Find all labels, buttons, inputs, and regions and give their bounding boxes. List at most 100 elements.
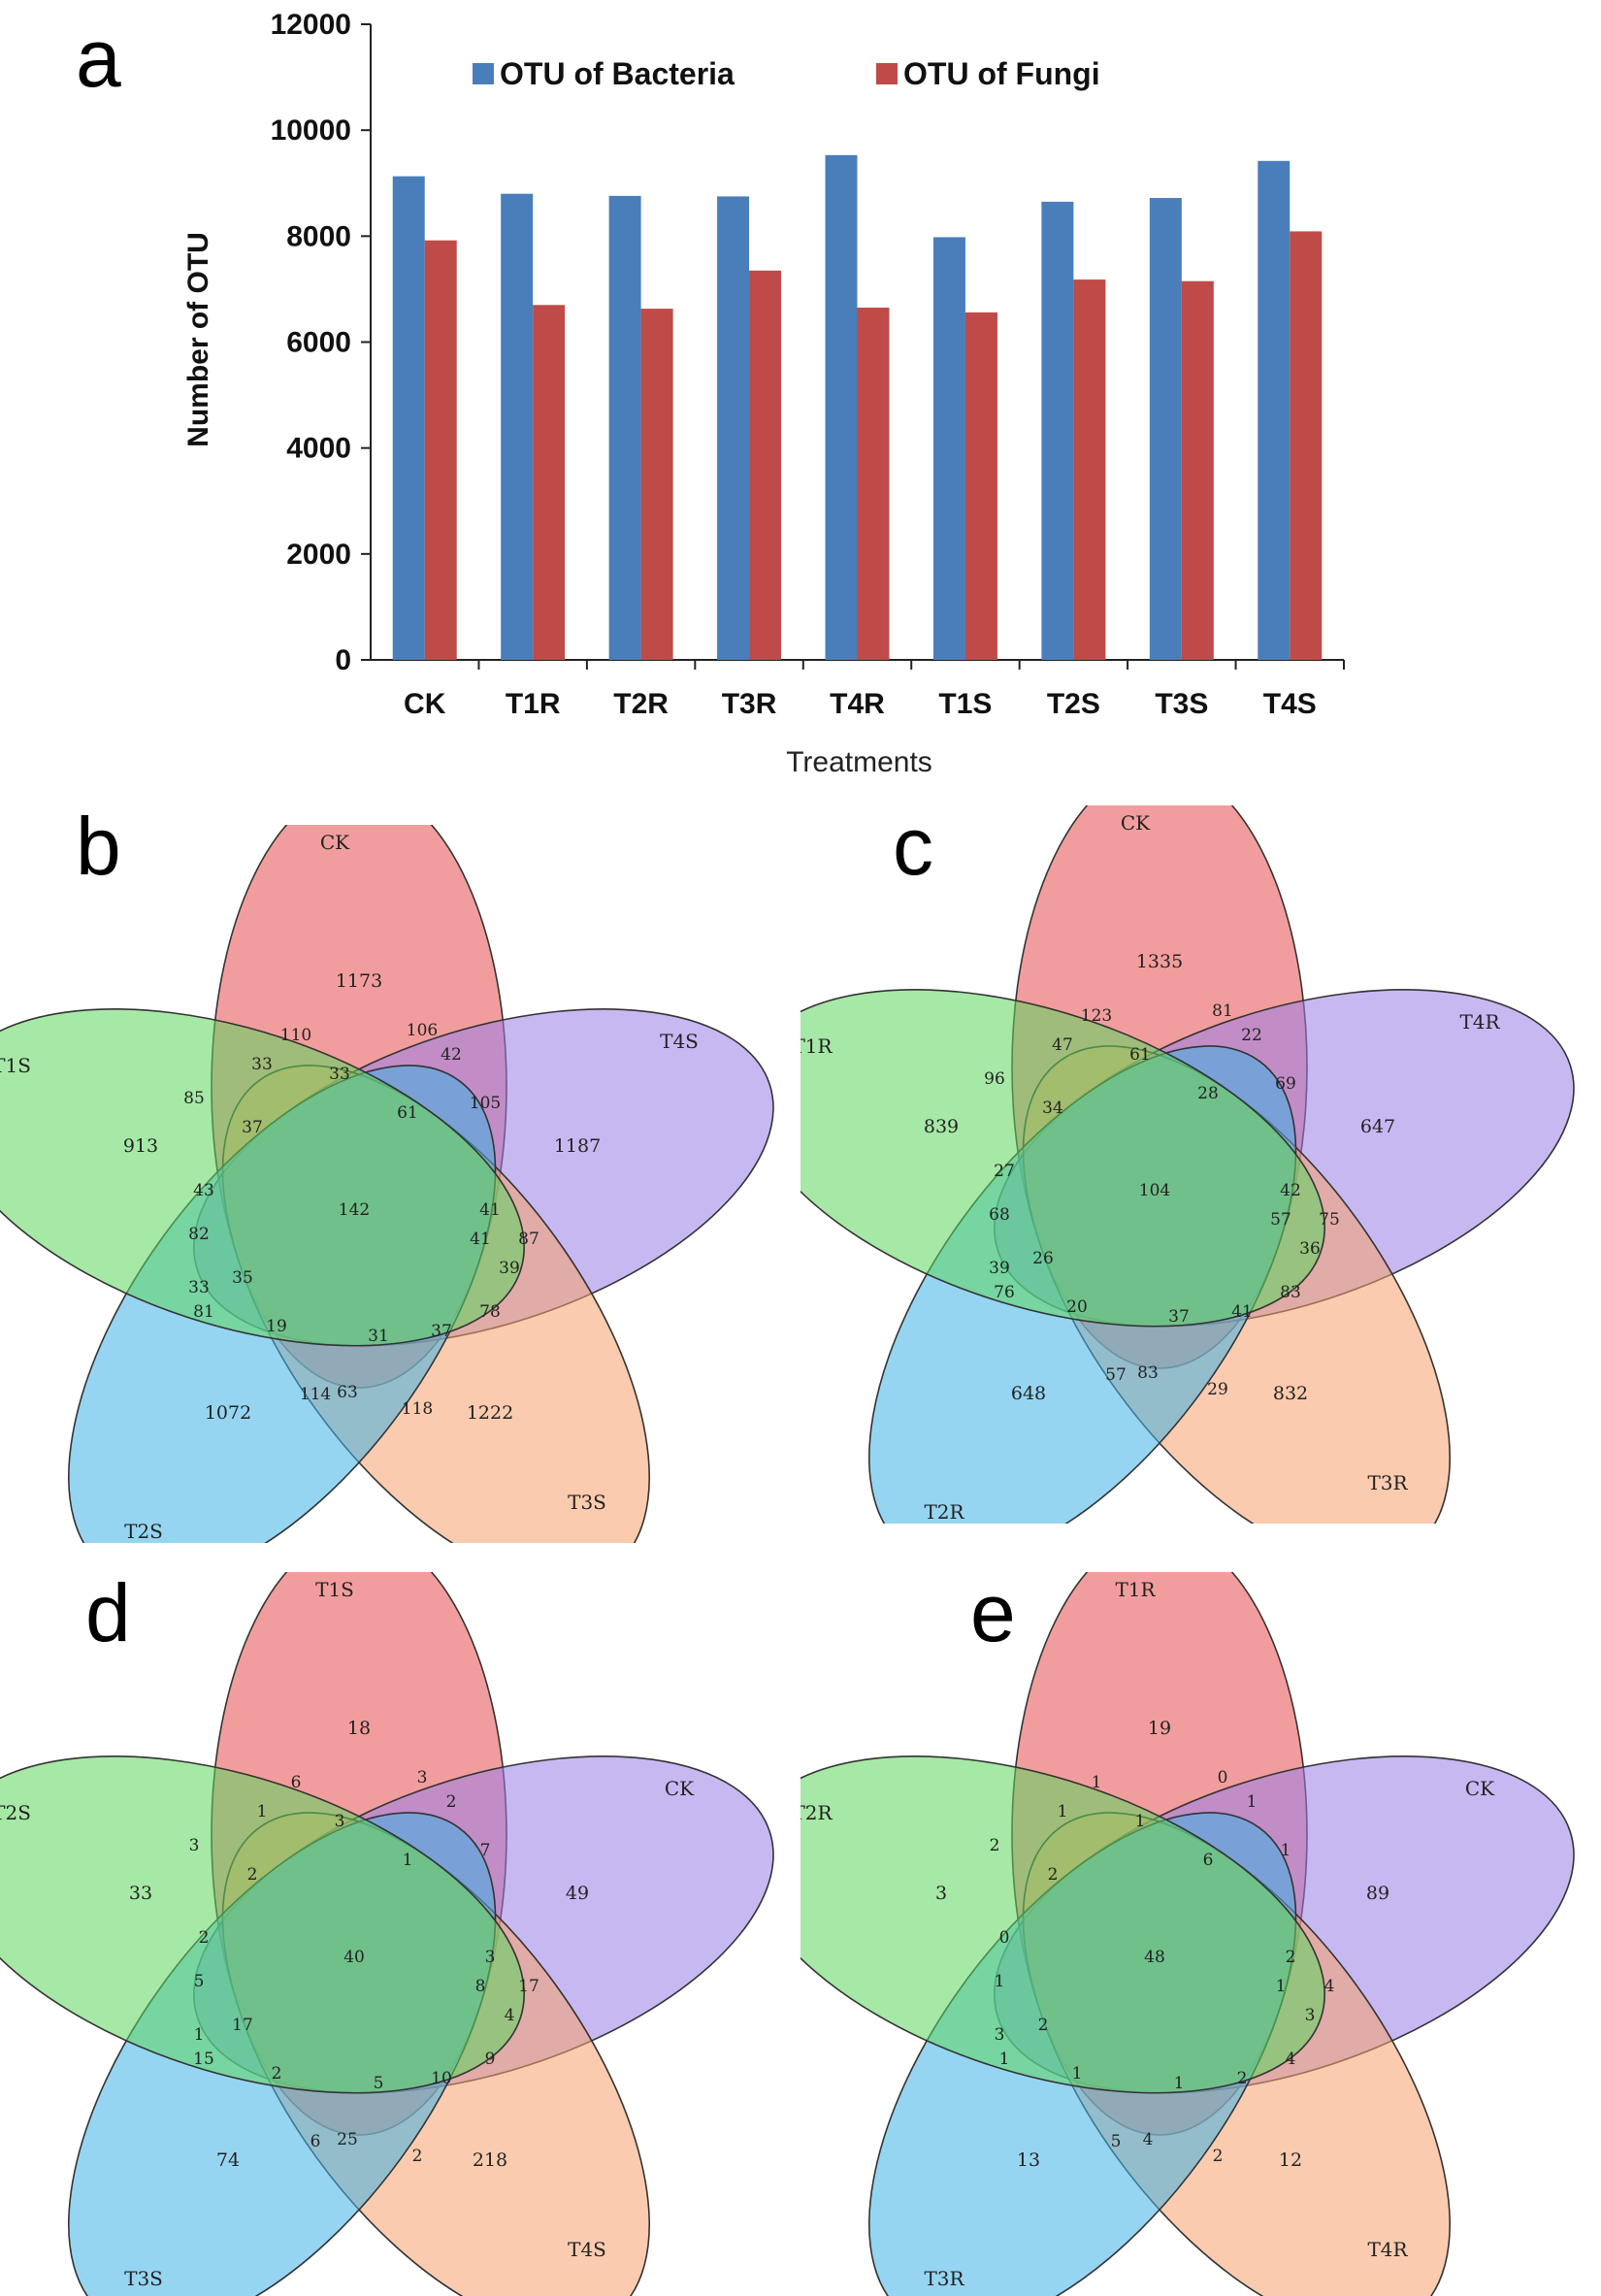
venn-region-count: 76	[994, 1283, 1015, 1302]
y-tick-label: 6000	[286, 327, 351, 359]
bar-fungi-t1s	[964, 312, 997, 660]
venn-region-count: 17	[232, 2016, 253, 2035]
venn-region-count: 35	[232, 1268, 253, 1288]
venn-region-count: 57	[1270, 1210, 1291, 1230]
venn-region-count: 68	[989, 1205, 1010, 1225]
venn-region-count: 114	[300, 1385, 331, 1404]
venn-region-count: 6	[310, 2132, 321, 2151]
venn-set-label-t3s: T3S	[124, 2267, 163, 2290]
venn-region-count: 69	[1275, 1074, 1296, 1094]
venn-set-t2r	[800, 1755, 1325, 2094]
x-tick-label: T4R	[830, 688, 885, 720]
y-tick-label: 4000	[286, 433, 351, 465]
venn-region-count: 913	[123, 1135, 158, 1157]
venn-region-count: 28	[1197, 1084, 1219, 1103]
legend-label-bacteria: OTU of Bacteria	[500, 56, 735, 91]
venn-region-count: 33	[188, 1278, 210, 1297]
y-axis-title: Number of OTU	[182, 232, 214, 447]
venn-region-count: 1	[1058, 1802, 1068, 1821]
venn-region-count: 15	[193, 2050, 214, 2069]
venn-region-count: 1	[1281, 1841, 1291, 1860]
venn-region-count: 10	[431, 2069, 452, 2088]
legend-swatch-fungi	[876, 63, 898, 84]
venn-region-count: 41	[470, 1230, 491, 1249]
venn-region-count: 4	[1324, 1977, 1335, 1996]
y-tick-label: 2000	[286, 539, 351, 571]
venn-region-count: 1	[999, 2050, 1010, 2069]
venn-region-count: 40	[343, 1948, 365, 1967]
venn-region-count: 2	[412, 2147, 423, 2166]
venn-region-count: 2	[1048, 1865, 1059, 1885]
venn-set-label-t2r: T2R	[924, 1500, 964, 1524]
venn-set-label-t2s: T2S	[0, 1801, 31, 1824]
venn-set-label-t3r: T3R	[924, 2267, 964, 2290]
venn-region-count: 2	[199, 1928, 210, 1948]
venn-region-count: 37	[242, 1118, 263, 1137]
venn-set-label-t2s: T2S	[124, 1520, 163, 1543]
bar-bacteria-t4s	[1258, 160, 1291, 660]
venn-region-count: 3	[485, 1948, 496, 1967]
venn-region-count: 31	[368, 1327, 389, 1346]
venn-diagram-b: CK T4S T3S T2S T1S 1173 1187 1222 1072 913 110 33 10…	[0, 825, 774, 1543]
venn-region-count: 87	[518, 1230, 539, 1249]
venn-region-count: 18	[347, 1718, 371, 1739]
venn-region-count: 37	[1168, 1307, 1190, 1327]
venn-region-count: 0	[999, 1928, 1010, 1948]
venn-region-count: 22	[1241, 1026, 1262, 1045]
venn-region-count: 57	[1105, 1365, 1127, 1385]
venn-region-count: 1	[1072, 2064, 1083, 2083]
y-tick-label: 12000	[271, 9, 351, 41]
venn-region-count: 1173	[336, 970, 382, 992]
venn-region-count: 5	[1111, 2132, 1122, 2151]
venn-set-label-ck: CK	[665, 1777, 695, 1800]
venn-region-count: 20	[1066, 1297, 1088, 1317]
venn-diagram-e: T1RCKT4RT3RT2R19891213311011162431421245…	[800, 1572, 1575, 2296]
venn-set-label-t4s: T4S	[568, 2238, 606, 2261]
y-tick-label: 10000	[271, 115, 351, 147]
otu-bar-chart: 0 2000 4000 6000 8000 10000 12000 CK T1R T2R T3R T4…	[182, 9, 1345, 778]
venn-set-label-t4r: T4R	[1459, 1010, 1500, 1033]
venn-region-count: 110	[280, 1026, 311, 1045]
bar-bacteria-t1s	[932, 237, 965, 661]
venn-region-count: 39	[499, 1259, 520, 1278]
venn-region-count: 13	[1017, 2149, 1040, 2171]
venn-region-count: 3	[1305, 2006, 1316, 2025]
venn-set-label-t1r: T1R	[800, 1034, 833, 1058]
venn-region-count: 0	[1218, 1768, 1228, 1788]
x-tick-label: CK	[404, 688, 446, 720]
venn-region-count: 19	[266, 1317, 287, 1336]
venn-region-count: 2	[1237, 2069, 1248, 2088]
x-tick-label: T4S	[1263, 688, 1317, 720]
x-tick-label: T1R	[506, 688, 561, 720]
bar-bacteria-t3r	[717, 196, 750, 661]
y-tick-label: 0	[335, 644, 351, 676]
panel-label-b: b	[76, 801, 121, 892]
venn-region-count: 6	[291, 1773, 302, 1792]
venn-region-count: 104	[1139, 1181, 1170, 1200]
venn-region-count: 12	[1279, 2149, 1302, 2171]
venn-region-count: 39	[989, 1259, 1010, 1278]
bar-fungi-t2r	[640, 309, 673, 660]
venn-region-count: 33	[251, 1055, 273, 1074]
panel-label-a: a	[76, 13, 121, 104]
panel-label-e: e	[970, 1567, 1016, 1658]
venn-ellipses-d	[0, 1572, 774, 2296]
venn-set-t1s	[0, 1008, 525, 1347]
venn-region-count: 43	[193, 1181, 214, 1200]
venn-ellipses-c	[800, 805, 1575, 1524]
venn-region-count: 123	[1081, 1006, 1112, 1026]
venn-region-count: 2	[990, 1836, 1000, 1855]
venn-region-count: 1	[1247, 1792, 1258, 1812]
venn-region-count: 2	[1213, 2147, 1224, 2166]
y-tick-label: 8000	[286, 220, 351, 252]
x-tick-label: T3S	[1155, 688, 1208, 720]
venn-region-count: 5	[194, 1972, 205, 1991]
venn-region-count: 2	[1286, 1948, 1296, 1967]
venn-region-count: 8	[475, 1977, 486, 1996]
venn-region-count: 19	[1148, 1718, 1171, 1739]
bar-fungi-t1r	[533, 305, 566, 660]
venn-region-count: 3	[995, 2025, 1005, 2045]
x-axis-title: Treatments	[786, 746, 932, 778]
legend-swatch-bacteria	[473, 63, 494, 84]
venn-set-label-t1s: T1S	[0, 1054, 31, 1077]
